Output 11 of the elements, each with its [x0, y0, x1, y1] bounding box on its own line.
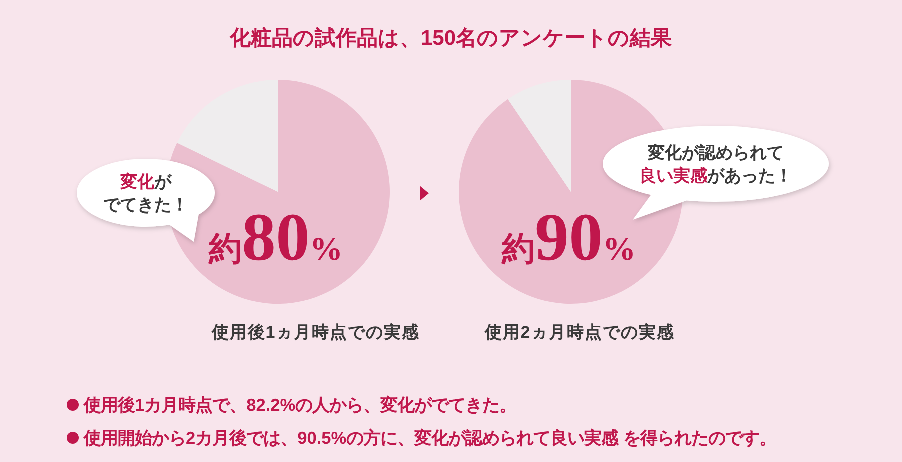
- value-label: 約90%: [502, 199, 636, 275]
- xlabel: 使用2ヵ月時点での実感: [484, 323, 676, 342]
- annotation: 良い実感があった！: [640, 166, 792, 186]
- title: 化粧品の試作品は、150名のアンケートの結果: [230, 27, 672, 50]
- xlabel: 使用後1ヵ月時点での実感: [212, 323, 420, 342]
- annotation: 変化が: [120, 172, 172, 192]
- value-label: 約80%: [209, 199, 343, 275]
- annotation: 変化が認められて: [648, 144, 784, 162]
- annotation: でてきた！: [104, 196, 188, 214]
- annotation: 使用開始から2カ月後では、90.5%の方に、変化が認められて良い実感 を得られたのです。: [84, 428, 776, 448]
- annotation: 使用後1カ月時点で、82.2%の人から、変化がでてきた。: [84, 395, 517, 415]
